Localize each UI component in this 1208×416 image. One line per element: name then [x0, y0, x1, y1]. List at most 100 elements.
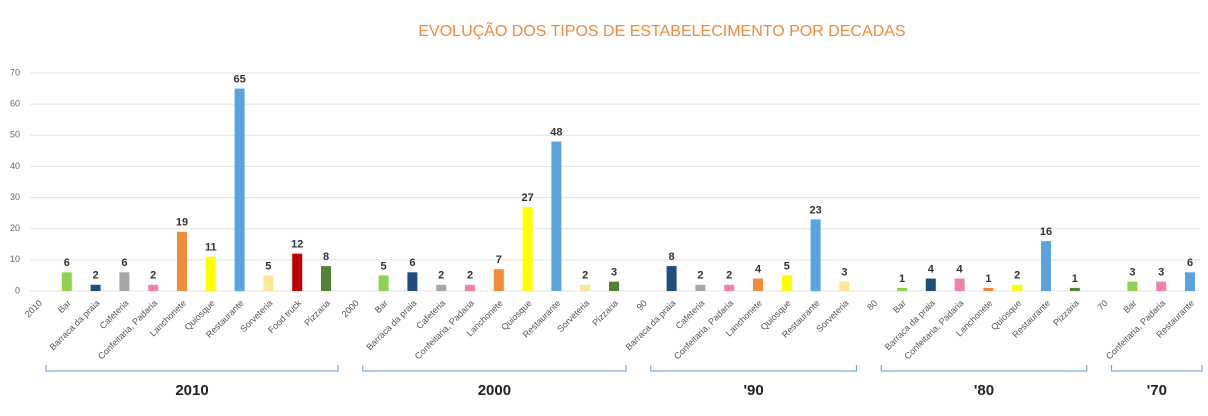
data-label: 23	[809, 204, 821, 216]
x-tick-label: Barraca da praia	[883, 298, 937, 352]
data-label: 2	[582, 270, 588, 282]
group-label: 2000	[478, 382, 511, 399]
x-tick-label: Barraca da praia	[48, 298, 102, 352]
data-label: 16	[1040, 226, 1052, 238]
data-label: 6	[1187, 257, 1193, 269]
bar	[90, 284, 101, 291]
x-tick-label: Pizzaria	[302, 298, 332, 328]
bar	[407, 272, 418, 291]
group-bracket	[880, 365, 1088, 372]
data-label: 5	[265, 260, 271, 272]
group-label: '80	[974, 382, 994, 399]
data-label: 3	[841, 267, 847, 279]
bar	[753, 278, 763, 291]
bar	[1127, 281, 1138, 291]
x-tick-label: 70	[1096, 298, 1110, 312]
chart-title: EVOLUÇÃO DOS TIPOS DE ESTABELECIMENTO PO…	[418, 20, 905, 40]
y-tick-label: 40	[10, 161, 20, 171]
y-tick-label: 70	[10, 67, 20, 77]
bar	[1041, 241, 1051, 291]
x-tick-label: Bar	[56, 298, 73, 315]
data-label: 6	[121, 257, 127, 269]
data-label: 5	[381, 260, 387, 272]
data-label: 2	[150, 270, 156, 282]
bar	[897, 287, 907, 291]
data-label: 2	[467, 270, 473, 282]
bar	[1012, 284, 1023, 291]
y-tick-label: 10	[10, 254, 20, 264]
data-label: 6	[409, 257, 415, 269]
data-label: 3	[1129, 267, 1135, 279]
bar	[1069, 287, 1080, 291]
bar	[493, 269, 504, 291]
data-label: 2	[726, 270, 732, 282]
bar	[810, 219, 821, 291]
x-tick-label: 90	[635, 298, 649, 312]
data-label: 3	[611, 267, 617, 279]
data-label: 12	[291, 239, 303, 251]
data-label: 48	[550, 126, 562, 138]
y-tick-label: 30	[10, 192, 20, 202]
data-label: 2	[93, 270, 99, 282]
bar	[292, 253, 303, 291]
group-bracket	[362, 365, 627, 372]
bar	[378, 275, 389, 291]
bar	[839, 281, 850, 291]
bar	[263, 275, 274, 291]
data-label: 4	[957, 263, 964, 275]
bar	[724, 284, 735, 291]
bar	[1185, 272, 1195, 291]
bar	[177, 231, 187, 291]
data-label: 3	[1158, 267, 1164, 279]
y-tick-label: 50	[10, 130, 20, 140]
bar	[522, 206, 533, 291]
x-tick-label: 2010	[23, 298, 44, 319]
data-label: 5	[784, 260, 790, 272]
x-tick-label: 80	[865, 298, 879, 312]
y-tick-label: 0	[15, 285, 20, 295]
bar	[148, 284, 159, 291]
bar	[925, 278, 936, 291]
bar	[609, 281, 619, 291]
bar	[666, 266, 677, 291]
data-label: 4	[755, 263, 762, 275]
data-label: 1	[899, 273, 905, 285]
data-label: 11	[205, 242, 217, 254]
data-label: 2	[697, 270, 703, 282]
data-label: 1	[1072, 273, 1078, 285]
data-label: 8	[669, 251, 675, 263]
x-tick-label: Bar	[1122, 298, 1139, 315]
data-label: 8	[323, 251, 329, 263]
x-tick-label: Barraca da praia	[364, 298, 418, 352]
group-bracket	[45, 365, 339, 372]
bar	[1156, 281, 1167, 291]
bar	[551, 141, 562, 291]
group-label: 2010	[175, 382, 208, 399]
bar	[205, 256, 216, 291]
bar	[234, 88, 245, 291]
bar	[580, 284, 591, 291]
y-tick-label: 20	[10, 223, 20, 233]
x-tick-label: Bar	[373, 298, 390, 315]
data-label: 1	[985, 273, 991, 285]
group-label: '70	[1147, 382, 1167, 399]
bar	[436, 284, 447, 291]
x-tick-label: Pizzaria	[590, 298, 620, 328]
bar	[321, 266, 331, 291]
bar	[695, 284, 706, 291]
bar	[465, 284, 475, 291]
bar	[119, 272, 130, 291]
x-tick-label: Bar	[891, 298, 908, 315]
data-label: 2	[438, 270, 444, 282]
group-label: '90	[743, 382, 763, 399]
data-label: 2	[1014, 270, 1020, 282]
bar	[983, 287, 994, 291]
group-bracket	[650, 365, 857, 372]
x-tick-label: 2000	[340, 298, 361, 319]
data-label: 27	[521, 192, 533, 204]
data-label: 4	[928, 263, 935, 275]
y-tick-label: 60	[10, 99, 20, 109]
x-tick-label: Pizzaria	[1051, 298, 1081, 328]
data-label: 65	[233, 73, 245, 85]
